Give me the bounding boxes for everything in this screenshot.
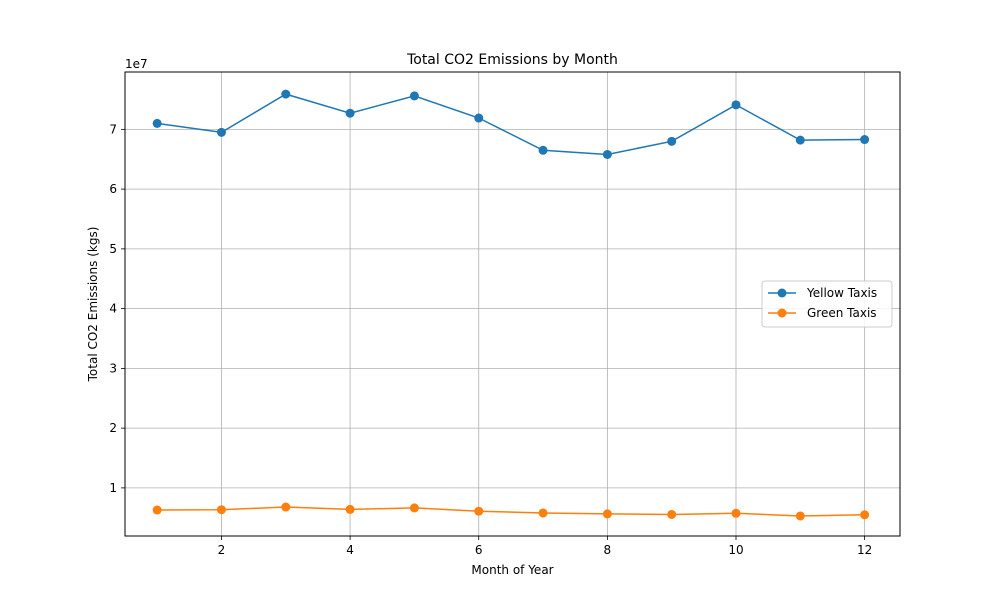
plot-area-frame	[124, 71, 901, 537]
data-point	[345, 504, 355, 514]
series-group	[152, 89, 870, 521]
data-point	[474, 113, 484, 123]
y-tick-label: 6	[109, 182, 117, 196]
data-point	[602, 509, 612, 519]
legend-label: Yellow Taxis	[806, 286, 877, 300]
data-point	[216, 127, 226, 137]
y-tick-label: 3	[109, 361, 117, 375]
data-point	[152, 505, 162, 515]
data-point	[152, 118, 162, 128]
y-axis-ticks: 1 2 3 4 5 6 7	[109, 122, 125, 495]
y-axis-label: Total CO2 Emissions (kgs)	[86, 227, 100, 383]
data-point	[409, 503, 419, 513]
y-tick-label: 4	[109, 302, 117, 316]
data-point	[795, 511, 805, 521]
data-point	[281, 89, 291, 99]
legend-marker	[777, 308, 787, 318]
legend-marker	[777, 288, 787, 298]
data-point	[216, 505, 226, 515]
data-point	[474, 506, 484, 516]
x-tick-label: 6	[475, 543, 483, 557]
data-point	[860, 135, 870, 145]
x-tick-label: 10	[728, 543, 743, 557]
data-point	[731, 100, 741, 110]
legend: Yellow Taxis Green Taxis	[761, 280, 893, 328]
x-axis-ticks: 2 4 6 8 10 12	[218, 536, 872, 557]
x-tick-label: 8	[604, 543, 612, 557]
x-axis-label: Month of Year	[471, 563, 553, 577]
data-point	[667, 136, 677, 146]
x-tick-label: 2	[218, 543, 226, 557]
x-tick-label: 4	[346, 543, 354, 557]
x-tick-label: 12	[857, 543, 872, 557]
series-line-1	[157, 93, 865, 156]
legend-label: Green Taxis	[807, 306, 877, 320]
data-point	[602, 149, 612, 159]
data-point	[667, 509, 677, 519]
y-offset-label: 1e7	[125, 57, 148, 71]
data-point	[281, 502, 291, 512]
data-point	[538, 145, 548, 155]
y-tick-label: 1	[109, 481, 117, 495]
data-point	[538, 508, 548, 518]
chart-title: Total CO2 Emissions by Month	[406, 52, 618, 68]
y-tick-label: 2	[109, 421, 117, 435]
series-line-2	[157, 506, 865, 517]
data-point	[345, 108, 355, 118]
data-point	[795, 135, 805, 145]
data-point	[409, 91, 419, 101]
data-point	[860, 510, 870, 520]
y-tick-label: 7	[109, 122, 117, 136]
y-tick-label: 5	[109, 242, 117, 256]
data-point	[731, 508, 741, 518]
